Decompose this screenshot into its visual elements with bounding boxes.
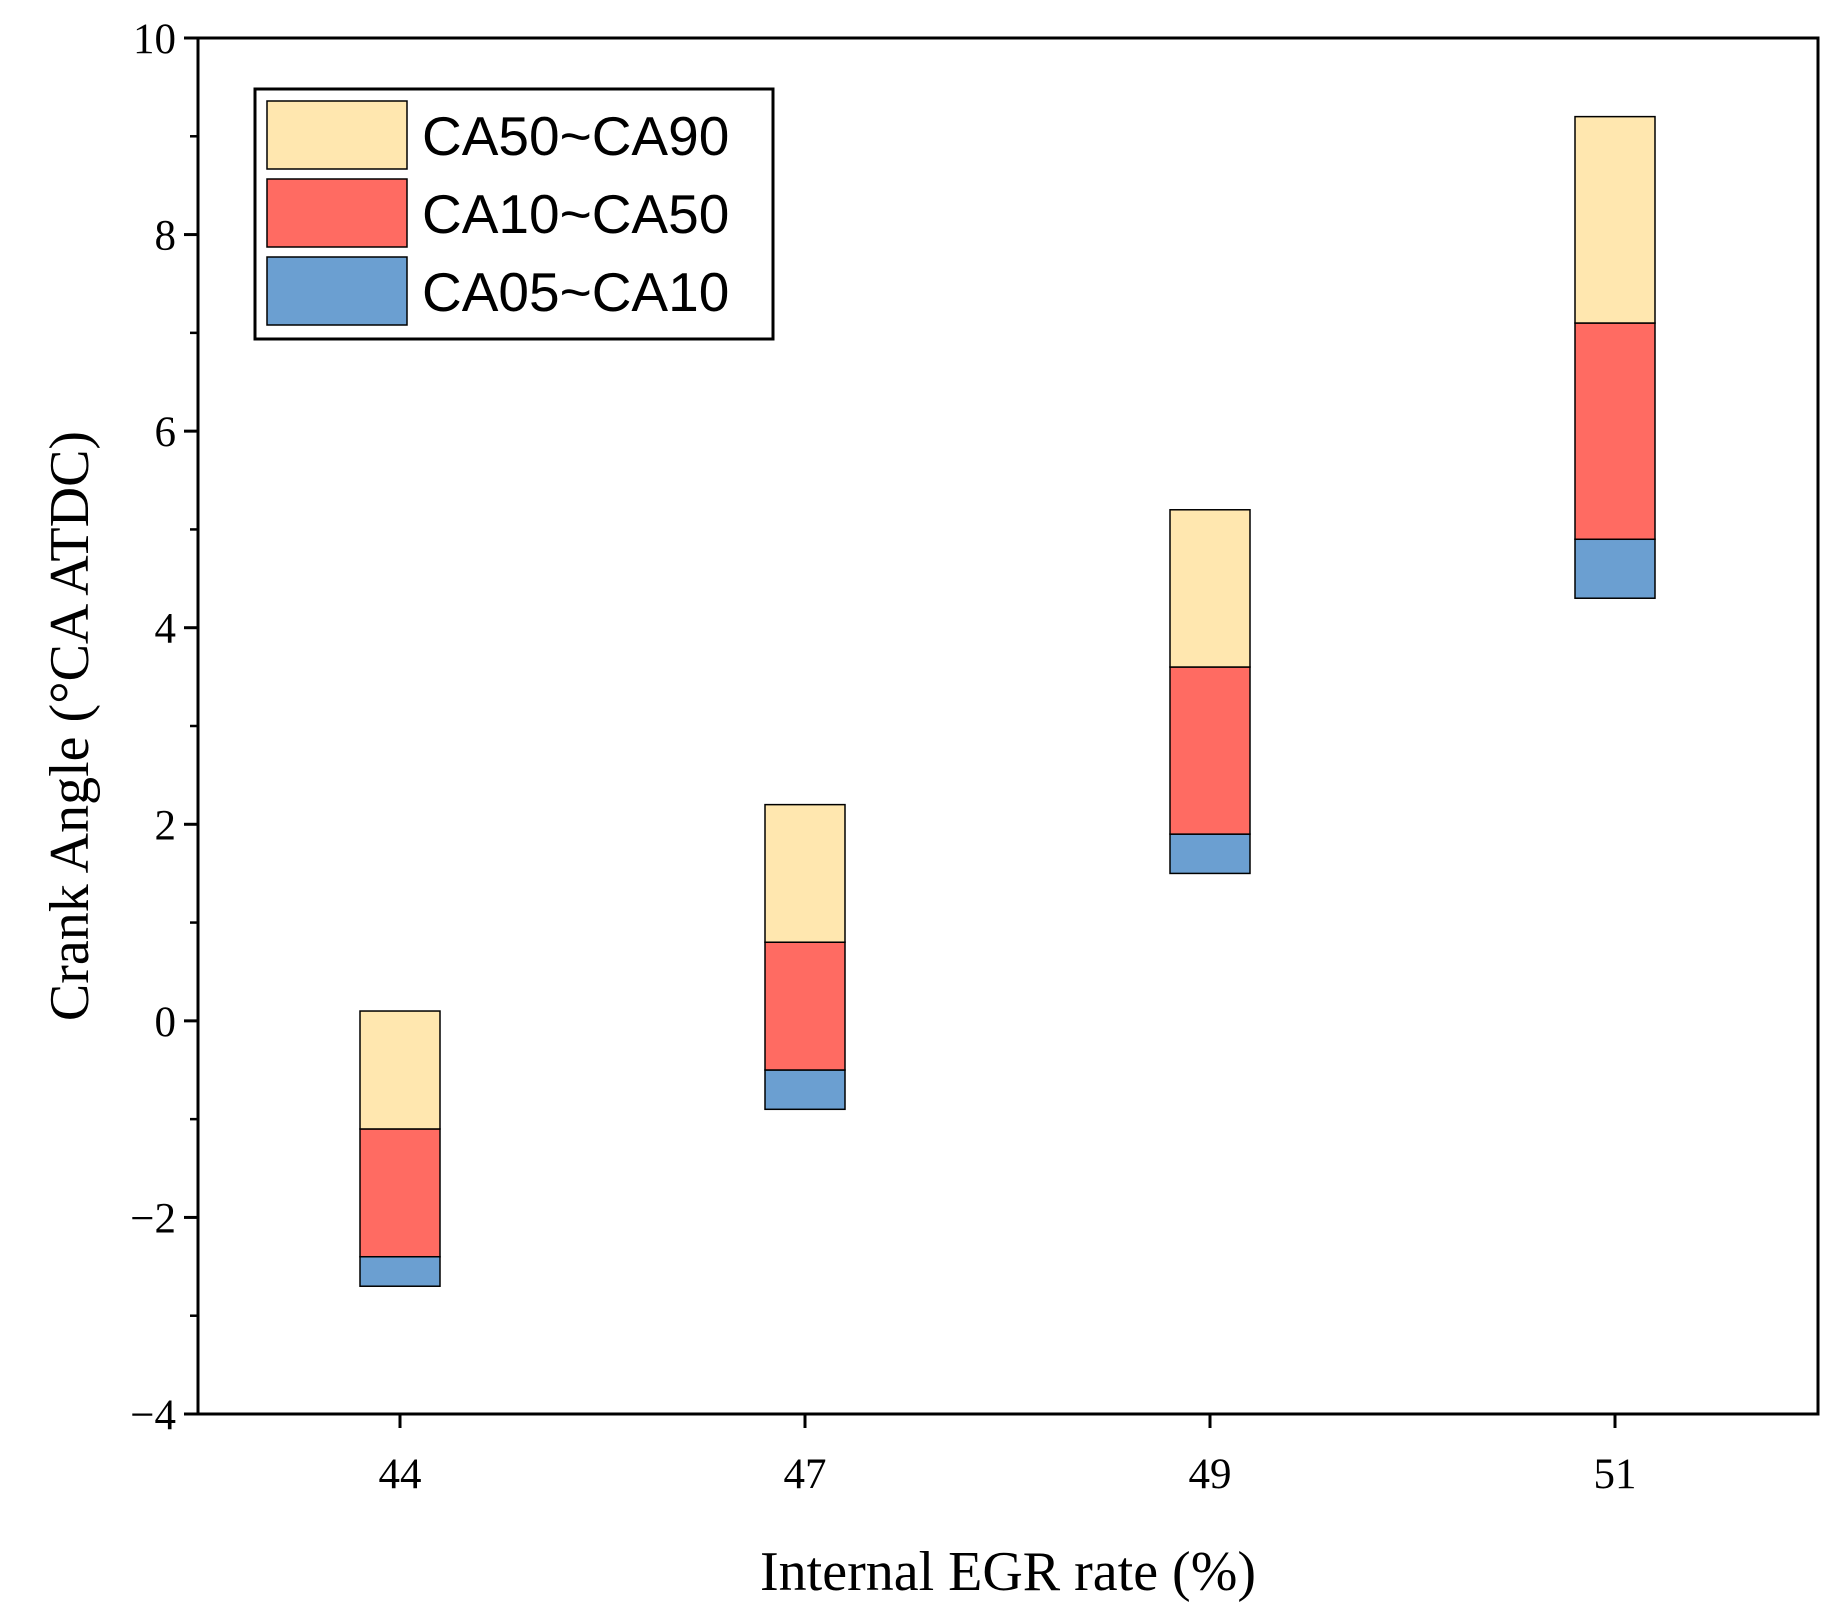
y-tick-label: 8 (155, 213, 177, 260)
bar-ca05-ca10-51 (1574, 538, 1656, 599)
y-tick-label: 10 (133, 16, 176, 63)
y-tick-label: 2 (155, 802, 177, 849)
x-tick-label: 47 (784, 1451, 827, 1498)
y-tick-label: 6 (155, 409, 177, 456)
legend-label: CA50~CA90 (422, 105, 729, 167)
legend-label: CA05~CA10 (422, 261, 729, 323)
bar-ca10-ca50-44 (359, 1128, 441, 1258)
x-axis-title: Internal EGR rate (%) (760, 1541, 1256, 1603)
bar-ca50-ca90-49 (1169, 509, 1251, 668)
bar-ca50-ca90-44 (359, 1010, 441, 1130)
bar-ca05-ca10-44 (359, 1255, 441, 1287)
legend-label: CA10~CA50 (422, 183, 729, 245)
bar-ca50-ca90-47 (764, 803, 846, 943)
bar-ca10-ca50-49 (1169, 666, 1251, 835)
bar-ca05-ca10-47 (764, 1069, 846, 1111)
legend-swatch (266, 256, 408, 326)
legend-swatch (266, 178, 408, 248)
bar-ca10-ca50-51 (1574, 322, 1656, 541)
y-tick-label: −2 (130, 1195, 176, 1242)
legend-swatch (266, 100, 408, 170)
y-axis-title: Crank Angle (°CA ATDC) (39, 431, 101, 1021)
y-axis: −4 −2 0 2 4 6 8 10 (130, 16, 198, 1439)
y-tick-label: −4 (130, 1392, 176, 1439)
legend: CA50~CA90 CA10~CA50 CA05~CA10 (253, 87, 775, 341)
bar-ca50-ca90-51 (1574, 115, 1656, 324)
bar-ca10-ca50-47 (764, 941, 846, 1071)
bars-layer (359, 115, 1656, 1287)
x-tick-label: 49 (1189, 1451, 1232, 1498)
bar-ca05-ca10-49 (1169, 833, 1251, 875)
y-tick-label: 4 (155, 606, 177, 653)
y-tick-label: 0 (155, 999, 177, 1046)
x-axis: 44 47 49 51 (379, 1414, 1637, 1498)
x-tick-label: 44 (379, 1451, 422, 1498)
x-tick-label: 51 (1594, 1451, 1637, 1498)
